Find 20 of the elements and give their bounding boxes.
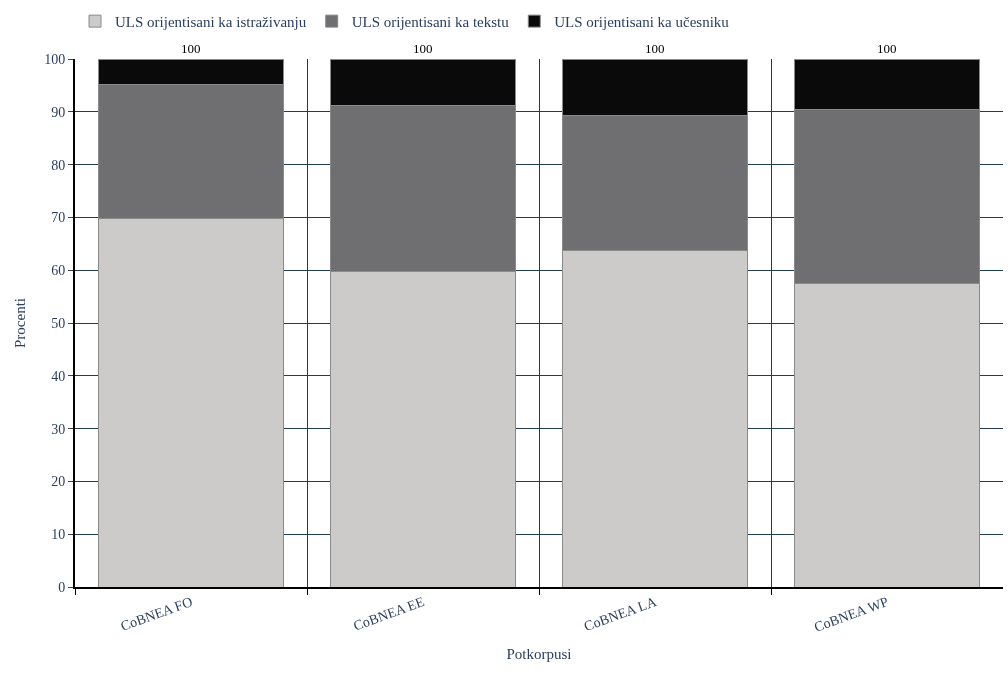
y-tick-label: 20 bbox=[51, 474, 66, 490]
y-tick-label: 50 bbox=[51, 315, 66, 331]
y-tick-label: 100 bbox=[44, 51, 66, 67]
y-tick-label: 70 bbox=[51, 210, 66, 226]
y-tick-label: 40 bbox=[51, 368, 66, 384]
legend-label: ULS orijentisani ka učesniku bbox=[554, 13, 730, 30]
y-tick-label: 30 bbox=[51, 421, 66, 437]
total-label: 100 bbox=[645, 41, 665, 56]
total-label: 100 bbox=[181, 41, 201, 56]
y-tick-label: 0 bbox=[58, 579, 66, 595]
y-tick-label: 60 bbox=[51, 263, 66, 279]
total-label: 100 bbox=[413, 41, 433, 56]
legend-label: ULS orijentisani ka tekstu bbox=[351, 13, 510, 30]
y-tick-label: 80 bbox=[51, 157, 66, 173]
x-axis-title: Potkorpusi bbox=[506, 646, 572, 663]
total-label: 100 bbox=[877, 41, 897, 56]
y-tick-label: 90 bbox=[51, 104, 66, 120]
legend-label: ULS orijentisani ka istraživanju bbox=[115, 13, 307, 30]
y-tick-label: 10 bbox=[51, 527, 66, 543]
y-axis-title: Procenti bbox=[11, 298, 28, 348]
